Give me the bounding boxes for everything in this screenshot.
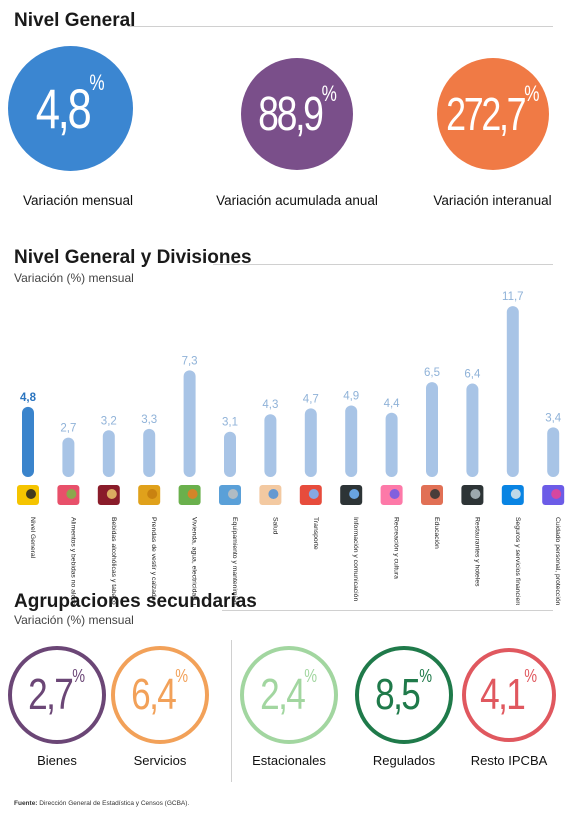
ring-value-bienes: 2,7% <box>28 666 86 719</box>
monthly-variation-label: Variación mensual <box>22 193 134 208</box>
bar-5 <box>224 431 236 477</box>
monthly-variation-value: 4,8% <box>36 70 105 140</box>
ring-servicios: 6,4% <box>111 646 209 744</box>
section-divider <box>222 610 553 611</box>
ring-bienes: 2,7% <box>8 646 106 744</box>
category-label: Transporte <box>312 517 319 550</box>
bar-8 <box>345 405 358 477</box>
ring-label-estacionales: Estacionales <box>252 753 326 768</box>
source-footnote: Fuente: Dirección General de Estadística… <box>14 800 190 807</box>
bar-value-label: 6,5 <box>424 367 440 379</box>
bar-value-label: 3,4 <box>545 412 562 424</box>
ring-resto-ipcba: 4,1% <box>462 648 556 742</box>
bar-value-label: 11,7 <box>502 291 524 303</box>
group-separator <box>231 640 232 782</box>
category-label: Información y comunicación <box>352 517 359 601</box>
washing-machine-icon <box>219 485 241 505</box>
ipc-badge-icon <box>17 485 39 505</box>
food-icon <box>57 485 80 505</box>
bar-value-label: 4,8 <box>20 392 37 404</box>
section-title-agrupaciones: Agrupaciones secundarias <box>14 591 257 612</box>
section-title-nivel-general: Nivel General <box>14 10 136 31</box>
agrupaciones-subtitle: Variación (%) mensual <box>14 613 134 627</box>
ring-label-regulados: Regulados <box>372 753 436 768</box>
category-label: Salud <box>271 517 278 535</box>
bar-3 <box>143 428 156 477</box>
monthly-variation-circle: 4,8% <box>8 46 133 171</box>
divisions-bar-chart: 4,8 Nivel General 2,7 Alimentos y bebidas n… <box>17 291 565 605</box>
category-label: Prendas de vestir y calzado <box>150 517 157 601</box>
bar-4 <box>183 370 196 477</box>
interannual-circle: 272,7% <box>437 58 549 170</box>
category-label: Vivienda, agua, electricidad, gas y otro… <box>191 517 198 605</box>
computer-icon <box>340 485 363 505</box>
house-icon <box>178 485 201 505</box>
bar-value-label: 3,3 <box>141 414 157 426</box>
ring-value-regulados: 8,5% <box>375 666 433 719</box>
restaurant-icon <box>461 485 484 505</box>
category-label: Equipamiento y mantenimiento del hogar <box>231 517 238 605</box>
bank-icon <box>501 485 524 505</box>
category-label: Cuidado personal, protección social y ot… <box>554 517 561 605</box>
category-label: Recreación y cultura <box>393 517 400 579</box>
annual-cumulative-label: Variación acumulada anual <box>216 193 378 208</box>
bar-11 <box>466 383 479 477</box>
category-label: Nivel General <box>29 517 36 559</box>
divisiones-subtitle: Variación (%) mensual <box>14 271 134 285</box>
bar-1 <box>62 437 75 477</box>
interannual-value: 272,7% <box>446 81 540 140</box>
airplane-car-icon <box>299 485 322 505</box>
ring-regulados: 8,5% <box>355 646 453 744</box>
annual-cumulative-value: 88,9% <box>257 80 337 141</box>
wine-icon <box>97 485 120 505</box>
category-label: Seguros y servicios financieros <box>514 517 521 605</box>
bar-13 <box>547 427 560 477</box>
ring-value-estacionales: 2,4% <box>260 666 318 719</box>
section-title-divisiones: Nivel General y Divisiones <box>14 247 252 268</box>
bar-7 <box>304 408 317 477</box>
bar-value-label: 4,3 <box>262 399 278 411</box>
jacket-icon <box>138 485 161 505</box>
cosmetics-icon <box>542 485 565 505</box>
bar-0 <box>22 406 34 477</box>
section-divider <box>128 26 553 27</box>
ring-label-resto-ipcba: Resto IPCBA <box>470 753 548 768</box>
ring-estacionales: 2,4% <box>240 646 338 744</box>
bar-value-label: 2,7 <box>60 423 76 435</box>
art-icon <box>380 485 403 505</box>
bar-value-label: 4,9 <box>343 390 359 402</box>
bar-12 <box>506 306 519 477</box>
section-divider <box>213 264 553 265</box>
bar-value-label: 7,3 <box>182 355 198 367</box>
bar-value-label: 6,4 <box>464 369 481 381</box>
bar-value-label: 4,4 <box>384 398 401 410</box>
bar-2 <box>102 430 115 477</box>
category-label: Alimentos y bebidas no alcohólicas <box>69 517 76 605</box>
school-icon <box>421 485 443 505</box>
bar-6 <box>264 414 277 477</box>
bar-value-label: 4,7 <box>303 393 319 405</box>
doctor-icon <box>259 485 282 505</box>
bar-value-label: 3,2 <box>101 415 117 427</box>
ring-value-resto-ipcba: 4,1% <box>480 666 538 719</box>
interannual-label: Variación interanual <box>433 193 552 208</box>
bar-10 <box>426 382 438 477</box>
ring-label-bienes: Bienes <box>37 753 77 768</box>
annual-cumulative-circle: 88,9% <box>241 58 353 170</box>
category-label: Restaurantes y hoteles <box>473 517 480 587</box>
category-label: Bebidas alcohólicas y tabaco <box>110 517 117 605</box>
ring-label-servicios: Servicios <box>133 753 187 768</box>
category-label: Educación <box>433 517 440 549</box>
bar-value-label: 3,1 <box>222 417 238 429</box>
bar-9 <box>385 412 398 477</box>
ring-value-servicios: 6,4% <box>131 666 189 719</box>
